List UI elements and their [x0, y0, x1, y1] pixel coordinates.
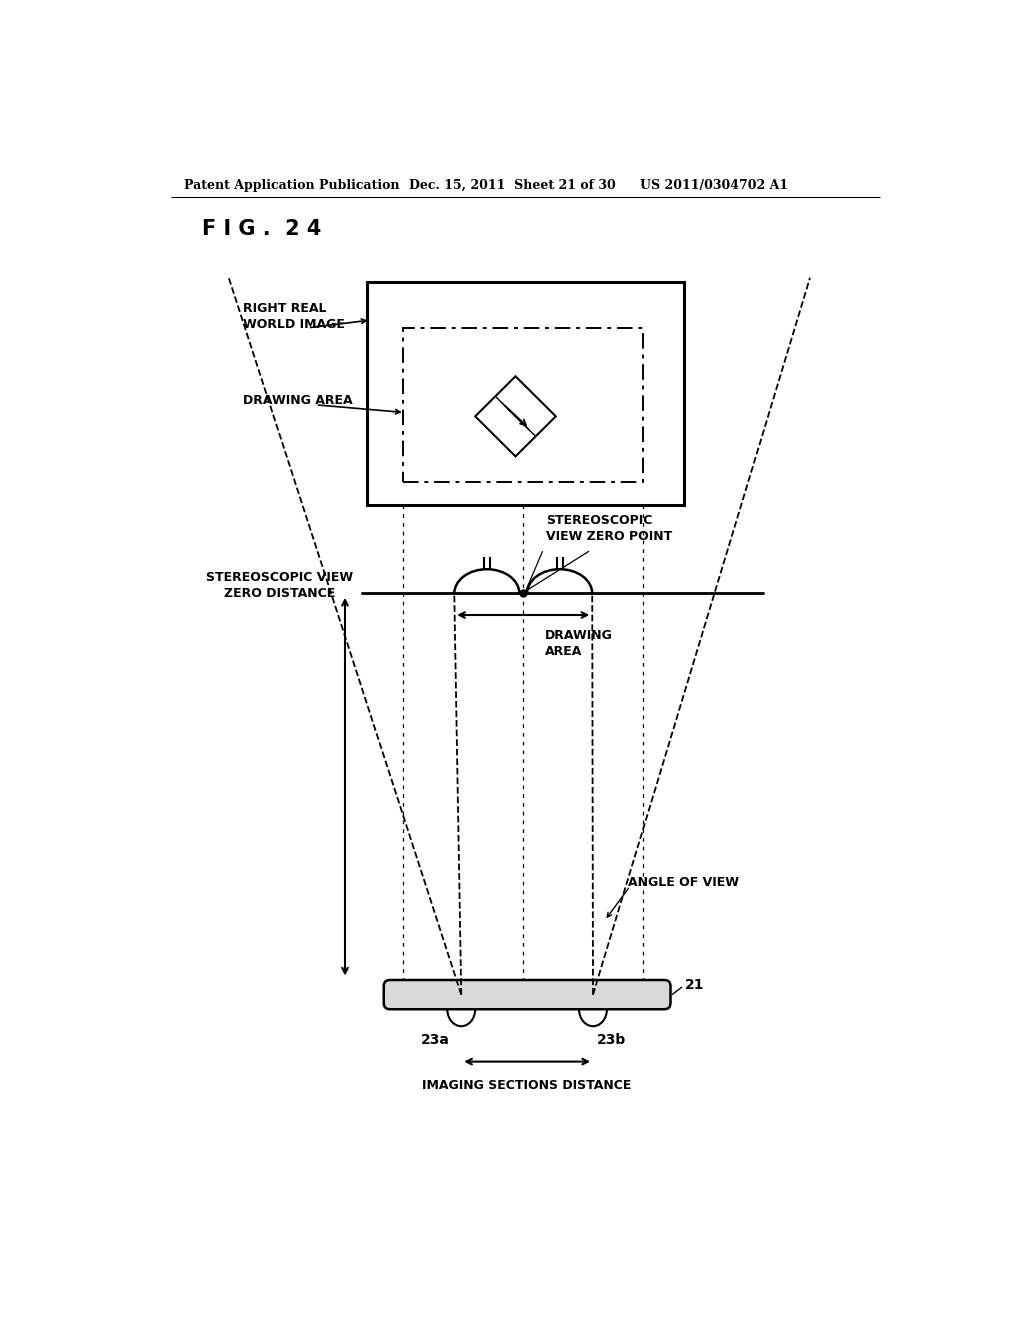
- Text: 21: 21: [684, 978, 703, 993]
- Text: DRAWING
AREA: DRAWING AREA: [545, 628, 612, 657]
- Text: US 2011/0304702 A1: US 2011/0304702 A1: [640, 178, 787, 191]
- Text: IMAGING SECTIONS DISTANCE: IMAGING SECTIONS DISTANCE: [423, 1078, 632, 1092]
- Text: 23a: 23a: [421, 1034, 450, 1047]
- Text: DRAWING AREA: DRAWING AREA: [243, 395, 352, 408]
- FancyBboxPatch shape: [384, 979, 671, 1010]
- Text: Patent Application Publication: Patent Application Publication: [183, 178, 399, 191]
- Text: ANGLE OF VIEW: ANGLE OF VIEW: [628, 875, 739, 888]
- Text: RIGHT REAL
WORLD IMAGE: RIGHT REAL WORLD IMAGE: [243, 302, 344, 331]
- Text: STEREOSCOPIC VIEW
ZERO DISTANCE: STEREOSCOPIC VIEW ZERO DISTANCE: [206, 572, 352, 601]
- Bar: [403, 327, 643, 482]
- Text: STEREOSCOPIC
VIEW ZERO POINT: STEREOSCOPIC VIEW ZERO POINT: [547, 515, 673, 544]
- Text: Dec. 15, 2011  Sheet 21 of 30: Dec. 15, 2011 Sheet 21 of 30: [409, 178, 615, 191]
- Bar: [367, 281, 684, 506]
- Text: 23b: 23b: [597, 1034, 626, 1047]
- Text: F I G .  2 4: F I G . 2 4: [202, 219, 321, 239]
